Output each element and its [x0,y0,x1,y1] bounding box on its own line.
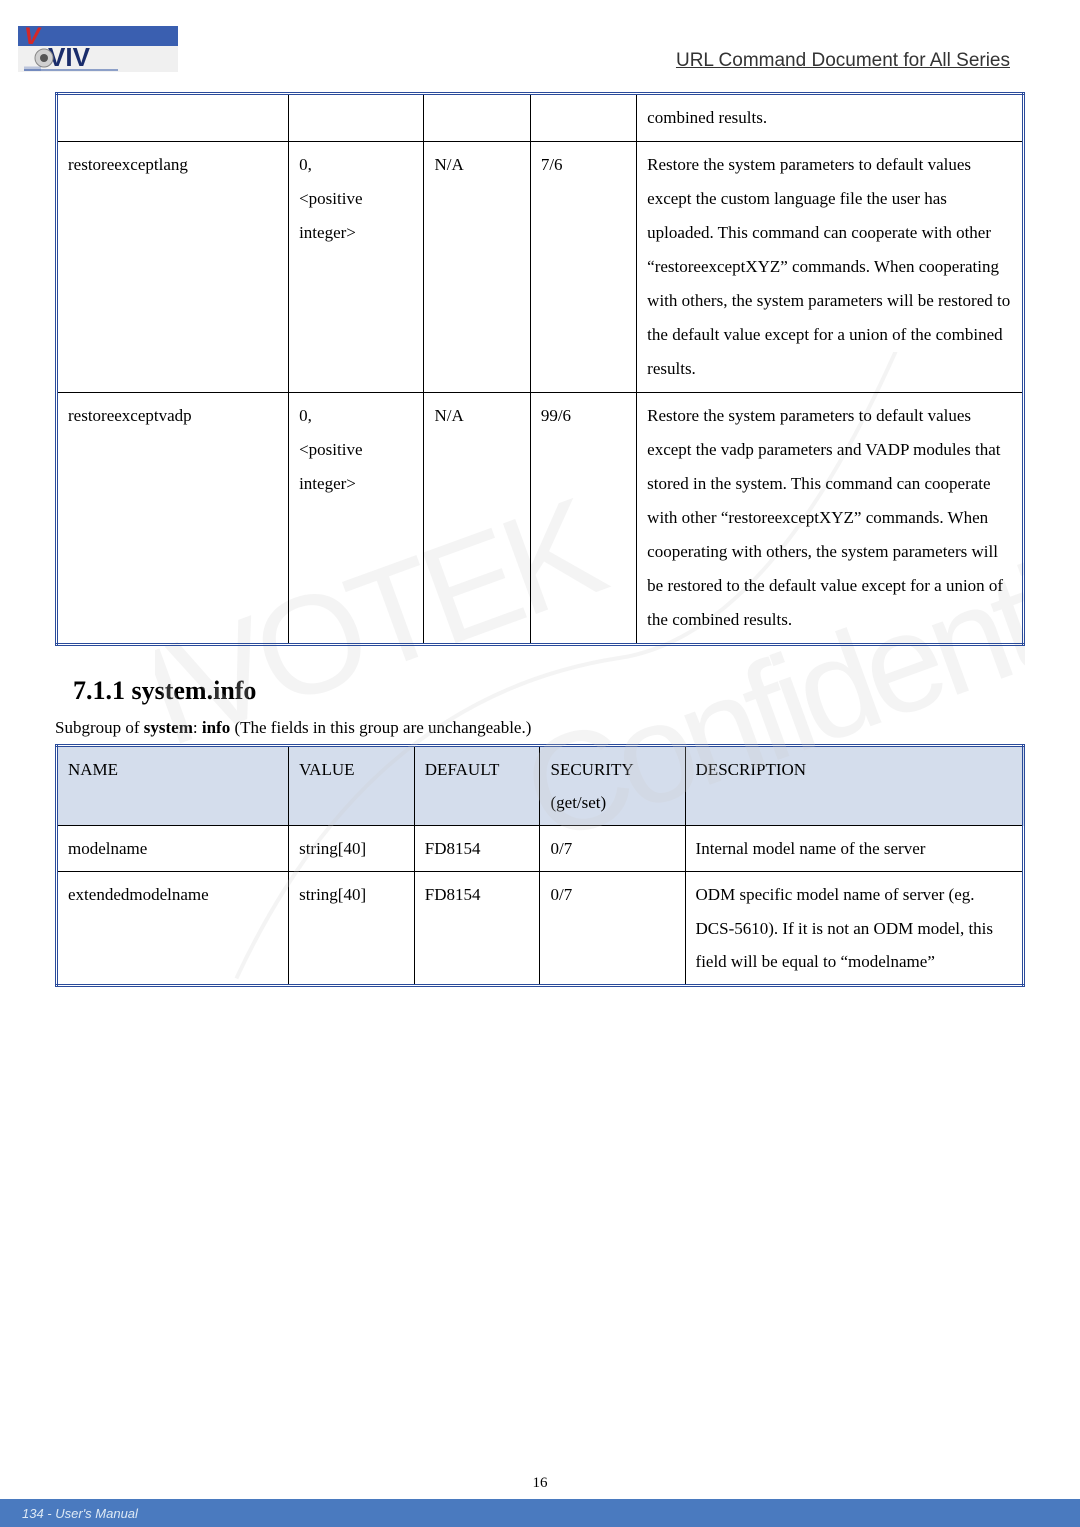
col-header: VALUE [289,746,415,826]
col-header: NAME [57,746,289,826]
cell: modelname [57,826,289,872]
footer-bar: 134 - User's Manual [0,1499,1080,1527]
cell: 0/7 [540,872,685,985]
cell: N/A [424,142,530,393]
cell [424,94,530,142]
cell [530,94,636,142]
footer-text: 134 - User's Manual [22,1506,138,1521]
cell: 99/6 [530,393,636,645]
cell: extendedmodelname [57,872,289,985]
cell: combined results. [637,94,1024,142]
system-info-table: NAME VALUE DEFAULT SECURITY (get/set) DE… [55,744,1025,987]
text-bold: info [202,718,230,737]
text: (The fields in this group are unchangeab… [230,718,531,737]
cell: Internal model name of the server [685,826,1023,872]
svg-text:V: V [24,23,42,50]
cell: N/A [424,393,530,645]
text: : [193,718,202,737]
svg-text:VIV: VIV [48,42,91,72]
table-row: extendedmodelname string[40] FD8154 0/7 … [57,872,1024,985]
text-bold: system [144,718,193,737]
page-number: 16 [533,1475,548,1492]
table-header-row: NAME VALUE DEFAULT SECURITY (get/set) DE… [57,746,1024,826]
col-header: SECURITY (get/set) [540,746,685,826]
col-header: DESCRIPTION [685,746,1023,826]
cell: 0, <positive integer> [289,142,424,393]
table-row: combined results. [57,94,1024,142]
text: SECURITY [550,760,633,779]
page-header-title: URL Command Document for All Series [676,50,1010,72]
cell: string[40] [289,872,415,985]
svg-text:|||||||||||||||||: ||||||||||||||||| [24,67,41,72]
logo: V VIV ||||||||||||||||| [18,18,178,73]
table-row: modelname string[40] FD8154 0/7 Internal… [57,826,1024,872]
cell: 0, <positive integer> [289,393,424,645]
table-row: restoreexceptlang 0, <positive integer> … [57,142,1024,393]
cell: restoreexceptlang [57,142,289,393]
cell: string[40] [289,826,415,872]
cell: FD8154 [414,872,540,985]
cell: ODM specific model name of server (eg. D… [685,872,1023,985]
cell [57,94,289,142]
cell: 7/6 [530,142,636,393]
text: (get/set) [550,793,606,812]
section-heading: 7.1.1 system.info [73,676,1025,706]
cell: 0/7 [540,826,685,872]
cell: Restore the system parameters to default… [637,142,1024,393]
main-params-table: combined results. restoreexceptlang 0, <… [55,92,1025,646]
table-row: restoreexceptvadp 0, <positive integer> … [57,393,1024,645]
cell: FD8154 [414,826,540,872]
cell: Restore the system parameters to default… [637,393,1024,645]
cell: restoreexceptvadp [57,393,289,645]
text: Subgroup of [55,718,144,737]
cell [289,94,424,142]
subgroup-caption: Subgroup of system: info (The fields in … [55,718,1025,738]
col-header: DEFAULT [414,746,540,826]
